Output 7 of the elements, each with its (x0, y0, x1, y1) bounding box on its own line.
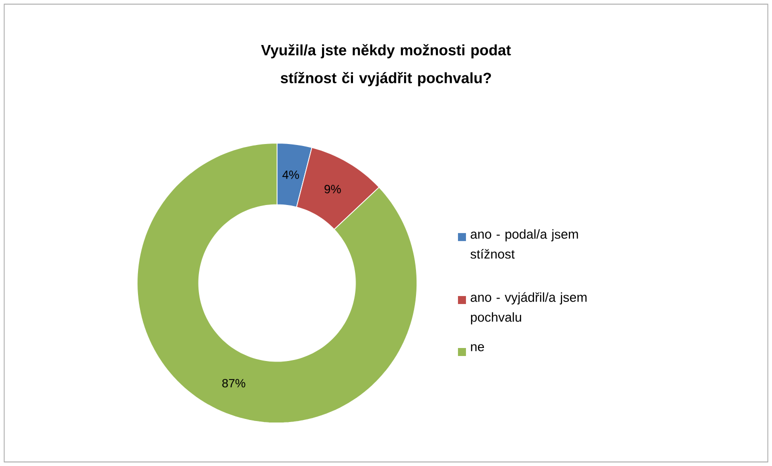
data-label: 87% (222, 378, 246, 388)
legend-label: ano - podal/a jsem stížnost (470, 229, 578, 259)
legend-label: ano - vyjádřil/a jsem pochvalu (470, 292, 587, 324)
data-label: 4% (282, 170, 299, 179)
data-label: 9% (324, 184, 341, 194)
chart-title: Využil/a jste někdy možnosti podat stížnost či vyjádřit pochvalu? (261, 44, 511, 86)
legend-label: ne (471, 344, 484, 352)
